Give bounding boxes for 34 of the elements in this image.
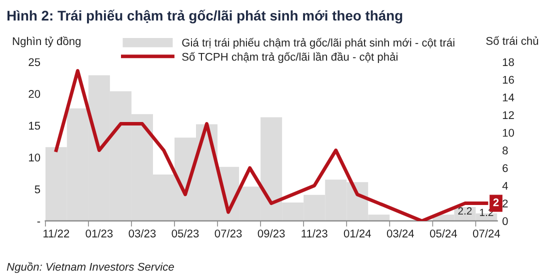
y-tick-label: 5 [34,186,40,194]
x-tick-label: 07/24 [473,229,500,238]
x-tick-label: 05/24 [430,229,458,238]
y2-tick-label: 4 [502,182,508,190]
y-tick-label: 25 [28,58,40,66]
x-tick-label: 03/24 [386,229,414,238]
y2-tick-label: 14 [502,94,514,102]
x-tick-label: 07/23 [214,229,242,238]
y-axis-title: Nghìn tỷ đồng [12,36,80,48]
x-tick-label: 11/23 [302,229,328,238]
y-tick-label: 20 [28,90,40,98]
x-tick-label: 09/23 [258,229,285,238]
y2-tick-label: 0 [502,217,508,226]
y-tick-label: 15 [29,122,40,130]
y2-tick-label: 12 [502,111,514,119]
chart-title: Hình 2: Trái phiếu chậm trả gốc/lãi phát sinh mới theo tháng [7,10,402,24]
x-tick-label: 05/23 [172,229,199,238]
y2-tick-label: 8 [502,146,508,154]
data-label: 2.2 [458,207,472,215]
text: Nguồn: Vietnam Investors Service [6,262,174,273]
y2-tick-label: 10 [502,128,514,137]
x-tick-label: 01/23 [86,229,113,238]
y2-tick-label: 6 [502,164,508,172]
legend-label: Số TCPH chậm trả gốc/lãi lần đầu - cột phải [182,52,398,63]
y2-tick-label: 18 [502,58,514,66]
x-tick-label: 03/23 [128,229,156,238]
legend-label: Giá trị trái phiếu chậm trả gốc/lãi phát sinh mới - cột trái [182,38,454,49]
y2-axis-title: Số trái chủ [486,36,538,45]
x-tick-label: 11/22 [44,229,70,238]
y2-tick-label: 16 [502,76,514,84]
y-tick-label: 10 [29,154,40,162]
y2-tick-label: 2 [502,200,508,208]
x-tick-label: 01/24 [344,229,371,238]
data-label: 2 [493,198,499,206]
